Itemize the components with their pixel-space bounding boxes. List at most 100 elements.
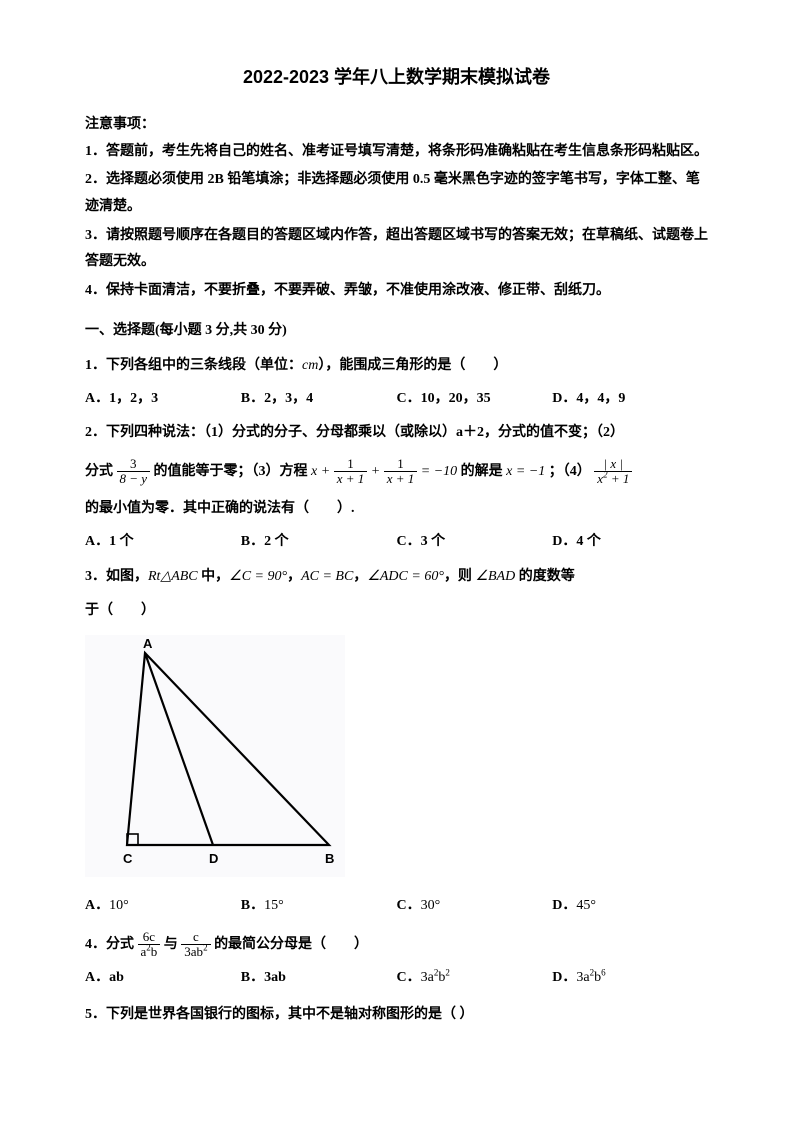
page-title: 2022-2023 学年八上数学期末模拟试卷: [85, 60, 708, 94]
q3-opt-c: C．30°: [397, 893, 553, 920]
q4-b-val: 3ab: [264, 970, 286, 985]
q4-d-a: 3a: [576, 970, 589, 985]
q4-frac2: c 3ab2: [181, 930, 210, 960]
q3-opt-d: D．45°: [552, 893, 708, 920]
q1-c-val: 10，20，35: [421, 391, 491, 406]
q3-a: 3．如图，: [85, 569, 148, 584]
q3-bad: ∠BAD: [475, 569, 515, 584]
q2-frac1-den: 8 − y: [117, 472, 151, 486]
q2-l2-d: ；（4）: [549, 464, 591, 479]
q4-b: 与: [164, 937, 178, 952]
q5-stem: 5．下列是世界各国银行的图标，其中不是轴对称图形的是（ ）: [85, 1002, 708, 1029]
q3-d-val: 45°: [576, 898, 596, 913]
q2-frac4-den: x2 + 1: [594, 472, 632, 486]
q2-l2-c: 的解是: [461, 464, 503, 479]
q1-opt-b: B．2，3，4: [241, 386, 397, 413]
q2-eq-right: = −10: [421, 464, 457, 479]
svg-text:C: C: [123, 851, 133, 866]
q1-stem-a: 1．下列各组中的三条线段（单位：: [85, 358, 302, 373]
instruction-3: 3．请按照题号顺序在各题目的答题区域内作答，超出答题区域书写的答案无效；在草稿纸…: [85, 223, 708, 276]
q2-f4-d3: + 1: [608, 471, 630, 486]
q3-opt-b: B．15°: [241, 893, 397, 920]
q4-opt-d: D．3a2b6: [552, 965, 708, 992]
q3-stem: 3．如图，Rt△ABC 中，∠C = 90°，AC = BC，∠ADC = 60…: [85, 564, 708, 591]
q2-frac1-den-v: 8 − y: [120, 471, 148, 486]
q2-a-val: 1 个: [109, 534, 134, 549]
svg-text:A: A: [143, 636, 153, 651]
q1-opt-d: D．4，4，9: [552, 386, 708, 413]
q1-opt-c: C．10，20，35: [397, 386, 553, 413]
q3-c: ，则: [444, 569, 476, 584]
q3-options: A．10° B．15° C．30° D．45°: [85, 893, 708, 920]
q4-opt-c: C．3a2b2: [397, 965, 553, 992]
q2-d-val: 4 个: [576, 534, 601, 549]
instruction-1: 1．答题前，考生先将自己的姓名、准考证号填写清楚，将条形码准确粘贴在考生信息条形…: [85, 139, 708, 166]
q3-figure: A C D B: [85, 635, 708, 888]
q1-a-val: 1，2，3: [109, 391, 158, 406]
q3-acbc: AC = BC: [301, 569, 353, 584]
instruction-4: 4．保持卡面清洁，不要折叠，不要弄破、弄皱，不准使用涂改液、修正带、刮纸刀。: [85, 278, 708, 305]
q1-b-val: 2，3，4: [264, 391, 313, 406]
q2-frac2: 1 x + 1: [334, 457, 368, 487]
q2-frac3: 1 x + 1: [384, 457, 418, 487]
q4-options: A．ab B．3ab C．3a2b2 D．3a2b6: [85, 965, 708, 992]
q2-frac3-num: 1: [384, 457, 418, 472]
q4-a-val: ab: [109, 970, 124, 985]
q4-c: 的最简公分母是（ ）: [214, 937, 368, 952]
q2-l2-b: 的值能等于零；（3）方程: [154, 464, 308, 479]
q3-c1: ，: [287, 569, 301, 584]
q2-plus: +: [371, 464, 380, 479]
q2-b-val: 2 个: [264, 534, 289, 549]
q2-frac2-den: x + 1: [334, 472, 368, 486]
q2-c-val: 3 个: [421, 534, 446, 549]
q4-f1d-b: b: [151, 944, 158, 959]
q3-adc: ∠ADC = 60°: [367, 569, 444, 584]
q2-l2-a: 分式: [85, 464, 113, 479]
q2-frac4-num: | x |: [594, 457, 632, 472]
q3-d: 的度数等: [515, 569, 575, 584]
q4-f1d: a2b: [138, 945, 161, 959]
q4-opt-a: A．ab: [85, 965, 241, 992]
q2-options: A．1 个 B．2 个 C．3 个 D．4 个: [85, 529, 708, 556]
q2-stem-line1: 2．下列四种说法：（1）分式的分子、分母都乘以（或除以）a＋2，分式的值不变；（…: [85, 420, 708, 447]
q2-opt-d: D．4 个: [552, 529, 708, 556]
q2-frac3-den: x + 1: [384, 472, 418, 486]
q4-opt-b: B．3ab: [241, 965, 397, 992]
q3-opt-a: A．10°: [85, 893, 241, 920]
q2-eq-left: x +: [311, 464, 330, 479]
q3-stem-2: 于（ ）: [85, 598, 708, 625]
q2-opt-c: C．3 个: [397, 529, 553, 556]
triangle-svg: A C D B: [85, 635, 345, 877]
q2-opt-b: B．2 个: [241, 529, 397, 556]
q3-b: 中，: [198, 569, 230, 584]
q2-frac4: | x | x2 + 1: [594, 457, 632, 487]
q1-stem: 1．下列各组中的三条线段（单位：cm），能围成三角形的是（ ）: [85, 353, 708, 380]
q1-stem-b: ），能围成三角形的是（ ）: [318, 358, 507, 373]
q2-frac2-num: 1: [334, 457, 368, 472]
section-1-head: 一、选择题(每小题 3 分,共 30 分): [85, 318, 708, 345]
q3-c90: ∠C = 90°: [229, 569, 287, 584]
q2-stem-line2: 分式 3 8 − y 的值能等于零；（3）方程 x + 1 x + 1 + 1 …: [85, 457, 708, 487]
q3-c-val: 30°: [421, 898, 441, 913]
q3-b-val: 15°: [264, 898, 284, 913]
q2-stem-line3: 的最小值为零．其中正确的说法有（ ）.: [85, 496, 708, 523]
q1-opt-a: A．1，2，3: [85, 386, 241, 413]
q2-frac1-num: 3: [117, 457, 151, 472]
q2-frac1: 3 8 − y: [117, 457, 151, 487]
q4-c-a: 3a: [421, 970, 434, 985]
q4-f2d-a: 3ab: [184, 944, 203, 959]
q3-a-val: 10°: [109, 898, 129, 913]
q2-sol: x = −1: [506, 464, 545, 479]
q1-d-val: 4，4，9: [576, 391, 625, 406]
q1-unit: cm: [302, 358, 318, 373]
q4-f2d: 3ab2: [181, 945, 210, 959]
q2-opt-a: A．1 个: [85, 529, 241, 556]
q1-options: A．1，2，3 B．2，3，4 C．10，20，35 D．4，4，9: [85, 386, 708, 413]
q4-frac1: 6c a2b: [138, 930, 161, 960]
svg-text:D: D: [209, 851, 218, 866]
q3-rt: Rt△ABC: [148, 569, 198, 584]
q4-stem: 4．分式 6c a2b 与 c 3ab2 的最简公分母是（ ）: [85, 930, 708, 960]
svg-text:B: B: [325, 851, 334, 866]
q4-a: 4．分式: [85, 937, 134, 952]
q3-c2: ，: [353, 569, 367, 584]
